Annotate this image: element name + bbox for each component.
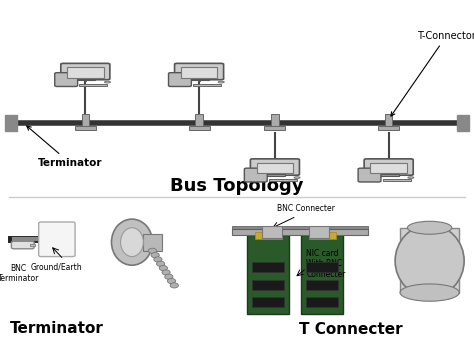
Bar bbox=[189, 79, 209, 80]
Bar bbox=[264, 126, 285, 130]
Text: BNC Connecter: BNC Connecter bbox=[277, 204, 335, 213]
Text: Bus Topology: Bus Topology bbox=[170, 177, 304, 195]
Ellipse shape bbox=[104, 81, 110, 83]
Circle shape bbox=[156, 261, 165, 267]
Bar bbox=[252, 262, 284, 272]
Bar bbox=[5, 115, 17, 131]
FancyBboxPatch shape bbox=[169, 73, 191, 86]
Bar bbox=[189, 126, 210, 130]
Text: Terminator: Terminator bbox=[27, 126, 102, 168]
Ellipse shape bbox=[120, 228, 143, 257]
Bar bbox=[378, 126, 399, 130]
Ellipse shape bbox=[395, 225, 464, 297]
Bar bbox=[30, 244, 35, 246]
Bar bbox=[232, 229, 368, 235]
FancyBboxPatch shape bbox=[61, 63, 110, 80]
Bar bbox=[252, 297, 284, 307]
Text: T Connecter: T Connecter bbox=[299, 322, 402, 337]
FancyBboxPatch shape bbox=[358, 168, 381, 182]
Circle shape bbox=[159, 265, 167, 271]
FancyBboxPatch shape bbox=[55, 73, 78, 86]
Bar bbox=[379, 174, 399, 176]
Text: Terminator: Terminator bbox=[10, 321, 104, 336]
Bar bbox=[181, 68, 218, 78]
Bar bbox=[306, 280, 338, 290]
Bar bbox=[232, 226, 368, 229]
Bar bbox=[269, 179, 297, 181]
Bar bbox=[247, 235, 289, 314]
Ellipse shape bbox=[218, 81, 224, 83]
Bar bbox=[309, 232, 336, 239]
FancyBboxPatch shape bbox=[364, 159, 413, 175]
Bar bbox=[385, 115, 392, 126]
Ellipse shape bbox=[408, 221, 452, 234]
Bar bbox=[383, 179, 411, 181]
Bar bbox=[370, 163, 407, 173]
Bar bbox=[306, 297, 338, 307]
Bar bbox=[255, 232, 282, 239]
Text: T-Connector: T-Connector bbox=[391, 31, 474, 116]
Bar bbox=[457, 115, 469, 131]
Bar bbox=[143, 234, 162, 251]
Bar bbox=[256, 163, 293, 173]
Text: Ground/Earth: Ground/Earth bbox=[31, 262, 82, 271]
Circle shape bbox=[170, 283, 178, 288]
Ellipse shape bbox=[408, 177, 414, 178]
Circle shape bbox=[151, 252, 159, 258]
FancyBboxPatch shape bbox=[174, 63, 224, 80]
Ellipse shape bbox=[294, 177, 300, 178]
Bar bbox=[82, 115, 89, 126]
Circle shape bbox=[148, 248, 156, 253]
Bar bbox=[75, 79, 95, 80]
Bar bbox=[193, 84, 221, 86]
Bar bbox=[309, 226, 328, 238]
Text: NIC card
With BNC
Connecter: NIC card With BNC Connecter bbox=[306, 249, 346, 279]
Circle shape bbox=[165, 274, 173, 279]
Bar bbox=[301, 235, 343, 314]
FancyBboxPatch shape bbox=[245, 168, 267, 182]
Bar bbox=[252, 280, 284, 290]
FancyBboxPatch shape bbox=[11, 241, 34, 249]
FancyBboxPatch shape bbox=[39, 222, 75, 257]
Bar bbox=[195, 115, 203, 126]
Bar bbox=[262, 226, 282, 238]
Circle shape bbox=[162, 270, 170, 275]
Bar bbox=[67, 68, 104, 78]
Bar bbox=[79, 84, 108, 86]
Bar bbox=[400, 228, 459, 293]
Bar bbox=[271, 115, 279, 126]
Ellipse shape bbox=[400, 284, 459, 301]
FancyBboxPatch shape bbox=[250, 159, 300, 175]
Bar bbox=[306, 262, 338, 272]
Circle shape bbox=[167, 279, 176, 284]
Circle shape bbox=[154, 257, 162, 262]
Bar bbox=[75, 126, 96, 130]
Ellipse shape bbox=[111, 219, 153, 265]
Bar bbox=[265, 174, 285, 176]
Text: BNC
Terminator: BNC Terminator bbox=[0, 264, 39, 283]
